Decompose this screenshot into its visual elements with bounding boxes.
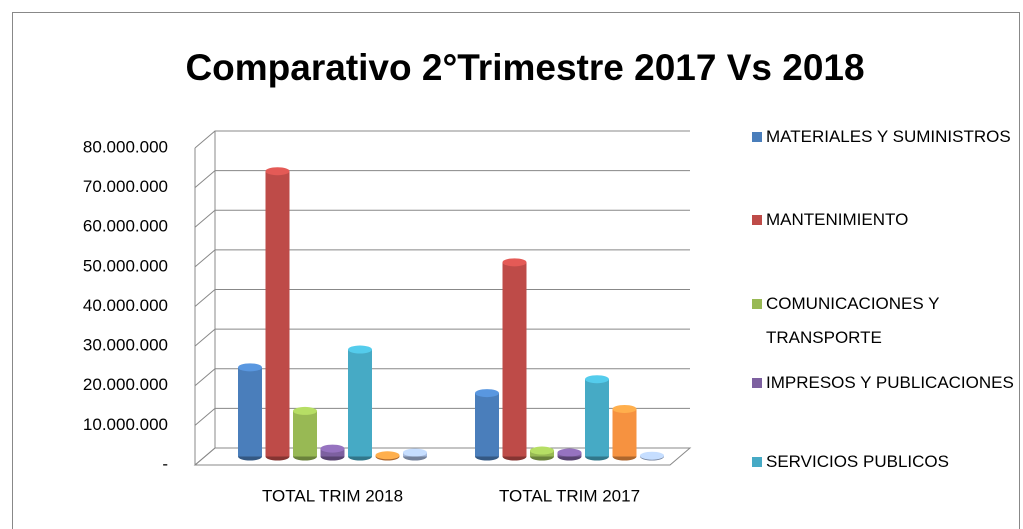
legend-item: COMUNICACIONES Y TRANSPORTE bbox=[752, 287, 1023, 355]
legend-label: COMUNICACIONES Y TRANSPORTE bbox=[766, 294, 940, 347]
bar-part bbox=[403, 448, 427, 457]
bar-part bbox=[238, 367, 262, 457]
bar bbox=[265, 167, 290, 461]
grid-line bbox=[194, 407, 690, 426]
bar-part bbox=[348, 349, 372, 457]
legend-swatch bbox=[752, 378, 762, 388]
bar-part bbox=[530, 446, 554, 455]
grid-line bbox=[194, 130, 690, 149]
bar bbox=[585, 375, 609, 461]
y-tick-label: 10.000.000 bbox=[83, 415, 168, 434]
legend-item: MANTENIMIENTO bbox=[752, 203, 1023, 237]
legend-item: IMPRESOS Y PUBLICACIONES bbox=[752, 366, 1023, 400]
bar bbox=[502, 258, 527, 461]
bar-part bbox=[612, 404, 637, 413]
grid-line bbox=[194, 368, 690, 387]
grid-line bbox=[194, 289, 690, 307]
y-tick-label: 20.000.000 bbox=[83, 375, 168, 394]
legend-item: MATERIALES Y SUMINISTROS bbox=[752, 120, 1023, 154]
bar-part bbox=[502, 258, 527, 267]
grid-line bbox=[194, 447, 690, 466]
y-tick-label: 40.000.000 bbox=[83, 296, 168, 315]
bar-part bbox=[348, 345, 372, 354]
bar-part bbox=[557, 448, 582, 457]
bar bbox=[238, 363, 262, 461]
bar-part bbox=[502, 262, 527, 457]
bar bbox=[557, 448, 582, 461]
legend-swatch bbox=[752, 457, 762, 467]
bar-part bbox=[265, 171, 290, 457]
bar bbox=[320, 444, 345, 461]
x-tick-label: TOTAL TRIM 2018 bbox=[262, 486, 403, 505]
y-tick-label: 80.000.000 bbox=[83, 137, 168, 156]
bar-part bbox=[320, 444, 345, 453]
legend-label: MATERIALES Y SUMINISTROS bbox=[766, 127, 1011, 146]
y-tick-label: 50.000.000 bbox=[83, 256, 168, 275]
bar bbox=[640, 451, 664, 461]
y-tick-label: 60.000.000 bbox=[83, 217, 168, 236]
legend-swatch bbox=[752, 299, 762, 309]
grid-line bbox=[194, 209, 690, 228]
bar-part bbox=[375, 451, 400, 460]
bar-part bbox=[238, 363, 262, 372]
bar-part bbox=[293, 406, 317, 415]
bar bbox=[293, 406, 317, 461]
bar bbox=[612, 404, 637, 461]
chart-title: Comparativo 2°Trimestre 2017 Vs 2018 bbox=[185, 47, 864, 88]
grid-line bbox=[194, 170, 690, 189]
y-tick-label: 30.000.000 bbox=[83, 336, 168, 355]
legend-swatch bbox=[752, 132, 762, 142]
bar-part bbox=[475, 393, 499, 457]
bar bbox=[348, 345, 372, 461]
bar-part bbox=[640, 451, 664, 460]
legend-label: SERVICIOS PUBLICOS bbox=[766, 452, 949, 471]
bar-part bbox=[475, 389, 499, 398]
legend-label: MANTENIMIENTO bbox=[766, 210, 909, 229]
bar-part bbox=[293, 410, 317, 457]
grid-line bbox=[194, 249, 690, 268]
legend-swatch bbox=[752, 215, 762, 225]
bar-part bbox=[612, 408, 637, 457]
grid-line bbox=[194, 328, 690, 347]
bar bbox=[530, 446, 554, 461]
legend-item: SERVICIOS PUBLICOS bbox=[752, 445, 1023, 479]
chart-border bbox=[12, 12, 1020, 529]
x-tick-label: TOTAL TRIM 2017 bbox=[499, 486, 640, 505]
legend-label: IMPRESOS Y PUBLICACIONES bbox=[766, 373, 1014, 392]
bar-part bbox=[265, 167, 290, 176]
bar bbox=[375, 451, 400, 461]
bar-part bbox=[585, 379, 609, 457]
bar-part bbox=[585, 375, 609, 384]
bar bbox=[403, 448, 427, 461]
y-tick-label: 70.000.000 bbox=[83, 177, 168, 196]
bar bbox=[475, 389, 499, 461]
y-tick-label: - bbox=[162, 454, 168, 473]
